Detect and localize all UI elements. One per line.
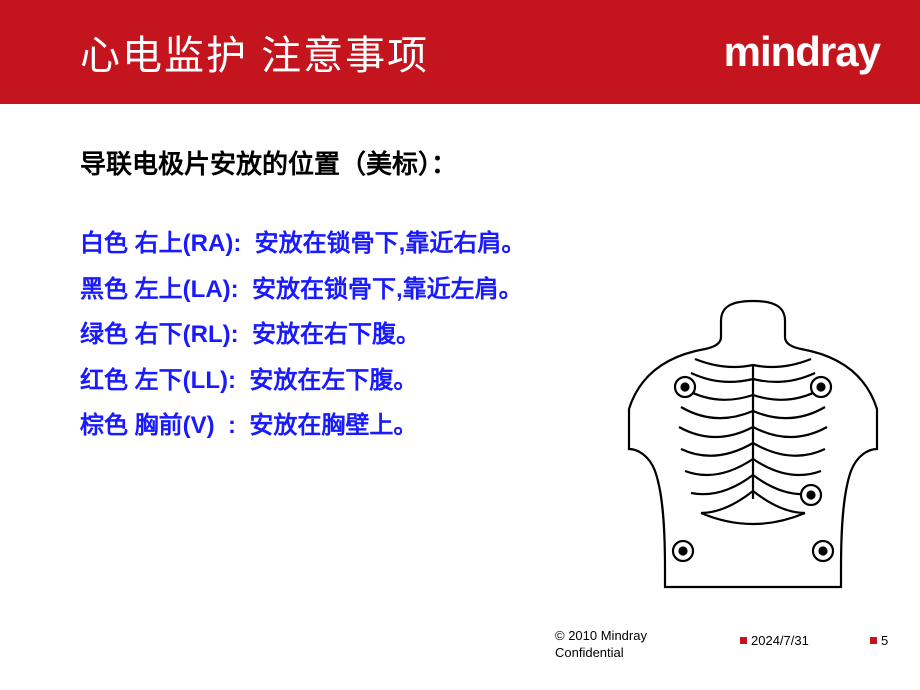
torso-diagram (625, 299, 880, 589)
bullet-icon (870, 637, 877, 644)
lead-label: 黑色 左上(LA): (80, 267, 239, 313)
subtitle: 导联电极片安放的位置（美标）： (80, 144, 890, 181)
lead-label: 红色 左下(LL): (80, 358, 236, 404)
footer: © 2010 Mindray Confidential 2024/7/31 5 (0, 622, 920, 662)
lead-desc: 安放在锁骨下,靠近右肩。 (241, 221, 525, 267)
lead-desc: 安放在右下腹。 (239, 312, 420, 358)
bullet-icon (740, 637, 747, 644)
slide-body: 导联电极片安放的位置（美标）： 白色 右上(RA): 安放在锁骨下,靠近右肩。 … (0, 104, 920, 449)
slide-title: 心电监护 注意事项 (80, 23, 429, 81)
brand-logo: mindray (724, 28, 880, 76)
lead-desc: 安放在胸壁上。 (236, 403, 417, 449)
footer-page: 5 (870, 633, 888, 648)
lead-desc: 安放在左下腹。 (236, 358, 417, 404)
lead-label: 白色 右上(RA): (80, 221, 241, 267)
lead-label: 绿色 右下(RL): (80, 312, 239, 358)
slide: 心电监护 注意事项 mindray 导联电极片安放的位置（美标）： 白色 右上(… (0, 0, 920, 690)
lead-label: 棕色 胸前(V) : (80, 403, 236, 449)
copyright: © 2010 Mindray Confidential (555, 628, 675, 662)
lead-desc: 安放在锁骨下,靠近左肩。 (239, 267, 523, 313)
lead-row: 白色 右上(RA): 安放在锁骨下,靠近右肩。 (80, 221, 890, 267)
footer-date: 2024/7/31 (740, 633, 809, 648)
header-bar: 心电监护 注意事项 mindray (0, 0, 920, 104)
